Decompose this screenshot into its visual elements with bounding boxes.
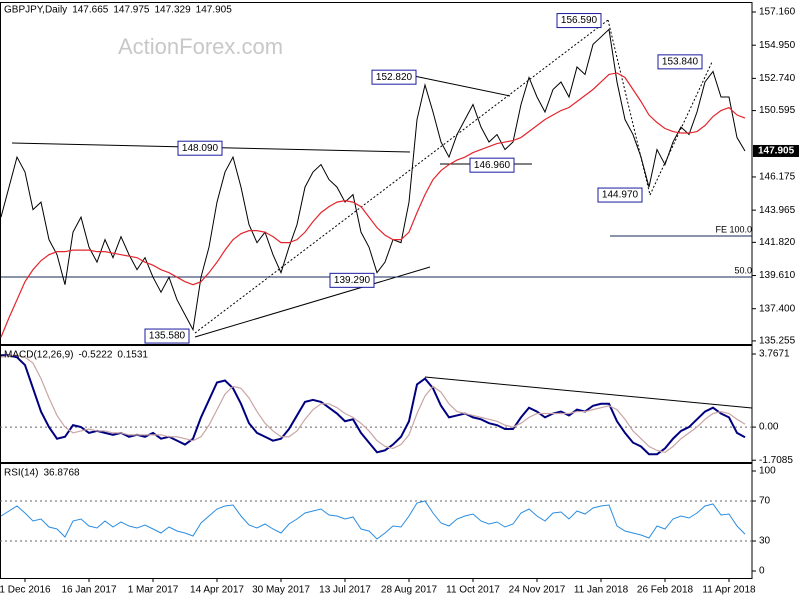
y-tick-label: 141.820 <box>759 237 796 248</box>
annotation-box <box>469 157 515 173</box>
level-label: FE 100.0 <box>715 224 752 234</box>
annotation-box <box>371 69 417 85</box>
y-tick-label: 3.7671 <box>759 349 790 360</box>
x-tick-label: 24 Nov 2017 <box>509 585 566 596</box>
y-tick-label: 30 <box>759 536 771 547</box>
header-text: 0.1531 <box>117 350 148 361</box>
annotation-box <box>657 54 703 70</box>
panel-frame <box>0 345 753 463</box>
annotation-box <box>329 272 375 288</box>
header-text: GBPJPY,Daily <box>4 5 67 16</box>
y-tick-label: 143.965 <box>759 205 796 216</box>
level-label: 50.0 <box>734 265 752 275</box>
indicator-line <box>1 354 746 456</box>
y-tick-label: 0 <box>759 566 765 577</box>
support-line <box>194 266 431 338</box>
y-tick-label: 135.255 <box>759 336 796 347</box>
annotation-label: 153.840 <box>662 57 699 68</box>
y-tick-label: 100 <box>759 466 776 477</box>
y-tick-label: 137.400 <box>759 303 796 314</box>
y-tick-label: 0.00 <box>759 422 779 433</box>
y-tick-label: 70 <box>759 496 771 507</box>
annotation-box <box>556 13 602 29</box>
annotation-label: 135.580 <box>149 331 186 342</box>
y-tick-label: 139.610 <box>759 270 796 281</box>
x-tick-label: 26 Feb 2018 <box>637 585 694 596</box>
annotation-box <box>597 187 643 203</box>
x-tick-label: 28 Aug 2017 <box>381 585 438 596</box>
y-tick-label: 146.175 <box>759 172 796 183</box>
header-text: -0.5222 <box>78 350 112 361</box>
annotation-label: 144.970 <box>602 190 639 201</box>
trend-line <box>413 75 511 97</box>
annotation-label: 139.290 <box>334 275 371 286</box>
swing-line <box>649 61 713 196</box>
header-text: 147.665 <box>72 5 109 16</box>
panel-frame <box>0 463 753 579</box>
x-tick-label: 11 Apr 2018 <box>702 585 756 596</box>
annotation-label: 148.090 <box>182 143 219 154</box>
header-text: 36.8768 <box>43 468 80 479</box>
annotation-label: 146.960 <box>474 160 511 171</box>
x-tick-label: 11 Oct 2017 <box>446 585 500 596</box>
header-text: 147.905 <box>196 5 233 16</box>
x-tick-label: 11 Jan 2018 <box>574 585 629 596</box>
indicator-line <box>0 500 746 540</box>
y-tick-label: 157.160 <box>759 7 796 18</box>
annotation-box <box>144 328 190 344</box>
watermark: ActionForex.com <box>118 34 283 59</box>
price-line <box>0 28 746 332</box>
macd-trend-line <box>424 376 753 409</box>
annotation-label: 156.590 <box>561 15 598 26</box>
y-tick-label: 150.595 <box>759 105 796 116</box>
indicator-line <box>0 354 746 453</box>
x-tick-label: 1 Mar 2017 <box>128 585 179 596</box>
y-tick-label: 152.740 <box>759 73 796 84</box>
current-price-label: 147.905 <box>758 146 795 157</box>
annotation-label: 152.820 <box>376 72 413 83</box>
header-text: RSI(14) <box>4 468 38 479</box>
y-tick-label: 154.950 <box>759 40 796 51</box>
current-price-box <box>753 144 799 157</box>
x-tick-label: 1 Dec 2016 <box>0 585 51 596</box>
x-tick-label: 14 Apr 2017 <box>190 585 244 596</box>
x-tick-label: 16 Jan 2017 <box>61 585 116 596</box>
x-tick-label: 13 Jul 2017 <box>319 585 371 596</box>
indicator-line <box>0 72 746 338</box>
annotation-box <box>177 140 223 156</box>
y-tick-label: -1.7085 <box>759 455 793 466</box>
header-text: 147.975 <box>113 5 150 16</box>
header-text: MACD(12,26,9) <box>4 350 73 361</box>
panel-frame <box>0 2 753 345</box>
header-text: 147.329 <box>155 5 192 16</box>
x-tick-label: 30 May 2017 <box>252 585 310 596</box>
